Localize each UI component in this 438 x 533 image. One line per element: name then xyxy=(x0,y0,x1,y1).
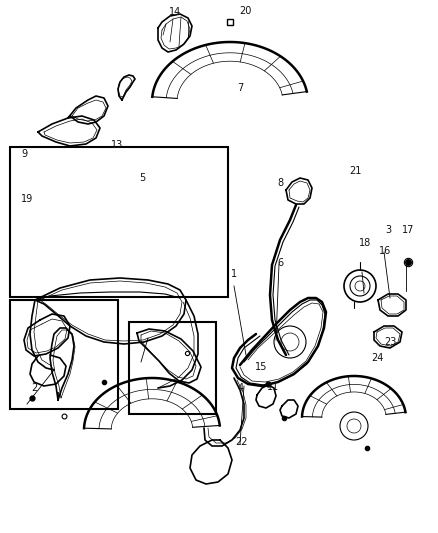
Text: 3: 3 xyxy=(385,225,391,235)
Text: 11: 11 xyxy=(267,382,279,392)
Text: 2: 2 xyxy=(31,383,37,393)
Text: 15: 15 xyxy=(255,362,267,372)
Bar xyxy=(10,300,118,409)
Text: 18: 18 xyxy=(359,238,371,248)
Text: 17: 17 xyxy=(402,225,414,235)
Text: 8: 8 xyxy=(277,178,283,188)
Text: 24: 24 xyxy=(371,353,383,363)
Text: 21: 21 xyxy=(349,166,361,176)
Text: 19: 19 xyxy=(21,194,33,204)
Text: 1: 1 xyxy=(231,269,237,279)
Text: 23: 23 xyxy=(384,337,396,347)
Text: 22: 22 xyxy=(235,437,247,447)
Text: 6: 6 xyxy=(277,258,283,268)
Text: 14: 14 xyxy=(169,7,181,17)
Bar xyxy=(10,147,228,297)
Text: 5: 5 xyxy=(139,173,145,183)
Text: 20: 20 xyxy=(239,6,251,16)
Text: 4: 4 xyxy=(238,383,244,393)
Bar xyxy=(129,322,216,414)
Text: 7: 7 xyxy=(237,83,243,93)
Text: 13: 13 xyxy=(111,140,123,150)
Text: 9: 9 xyxy=(21,149,27,159)
Text: 16: 16 xyxy=(379,246,391,256)
